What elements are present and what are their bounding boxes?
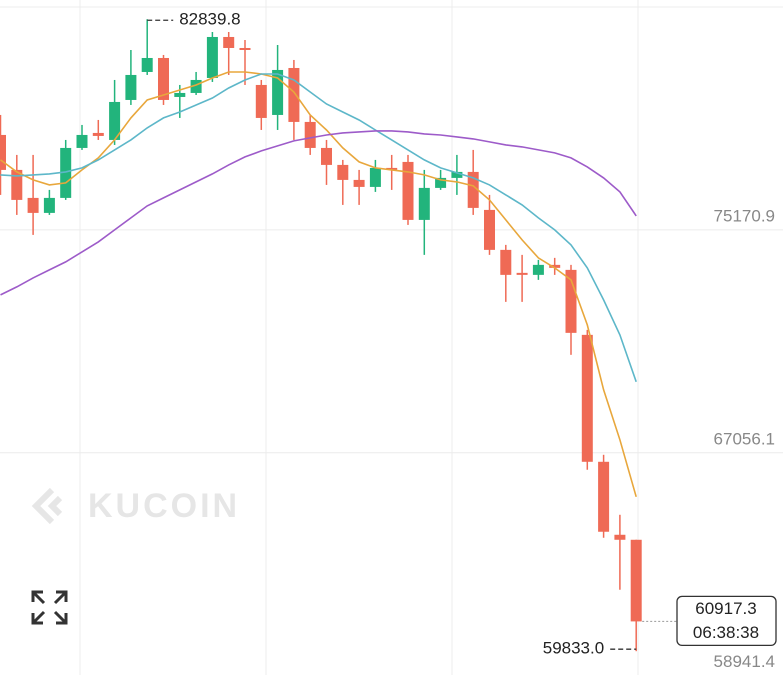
last-price-box (676, 595, 777, 647)
candle-body (288, 67, 300, 122)
moving-average (0, 71, 637, 498)
candle-body (451, 171, 463, 178)
candle-body (43, 197, 55, 213)
candle-body (206, 36, 218, 78)
expand-icon[interactable] (31, 590, 68, 625)
logo (31, 487, 63, 525)
candle-body (109, 101, 121, 140)
last-price-label: 60917.3 (695, 599, 756, 618)
candle-body (0, 134, 6, 170)
candle-body (402, 161, 414, 220)
watermark-logo (31, 487, 63, 525)
candle-body (418, 187, 430, 220)
candle-body (614, 534, 626, 540)
candle-body (27, 197, 39, 213)
y-tick-label: 75170.9 (714, 206, 775, 225)
candle-body (190, 79, 202, 93)
candle-body (158, 57, 169, 100)
candle-body (141, 57, 153, 72)
candle-body (500, 249, 512, 275)
candle-body (467, 171, 479, 208)
watermark: KUCOIN (88, 487, 240, 525)
candle-body (255, 84, 267, 118)
candle-body (549, 264, 561, 268)
candle-body (11, 169, 23, 200)
candle-body (337, 164, 349, 180)
candle-body (304, 121, 316, 148)
candle-body (174, 92, 186, 97)
candle-body (60, 147, 72, 198)
candle-body (630, 539, 642, 622)
candle-body (369, 167, 381, 187)
candle-body (353, 179, 365, 187)
y-tick-label: 58941.4 (714, 652, 775, 671)
countdown: 06:38:38 (693, 623, 759, 642)
candle-body (272, 69, 284, 115)
moving-average (0, 130, 637, 296)
candle-body (565, 269, 577, 333)
candle-body (598, 461, 610, 532)
y-tick-label: 67056.1 (714, 429, 775, 448)
candle-body (484, 209, 495, 250)
candle-body (581, 334, 593, 462)
candle-body (125, 74, 137, 100)
high-label: 82839.8 (179, 10, 240, 29)
y-tick-label: 83285.6 (714, 0, 775, 2)
candle-body (386, 167, 398, 170)
candle-body (92, 132, 104, 136)
candle-body (516, 272, 528, 275)
candle-body (321, 147, 332, 165)
candle-body (76, 134, 88, 148)
moving-average (0, 73, 637, 383)
candle-body (223, 36, 235, 48)
expand[interactable] (31, 590, 68, 625)
candle-body (239, 47, 251, 50)
candle-body (532, 264, 544, 275)
low-label: 59833.0 (543, 639, 604, 658)
candle-body (435, 177, 447, 188)
